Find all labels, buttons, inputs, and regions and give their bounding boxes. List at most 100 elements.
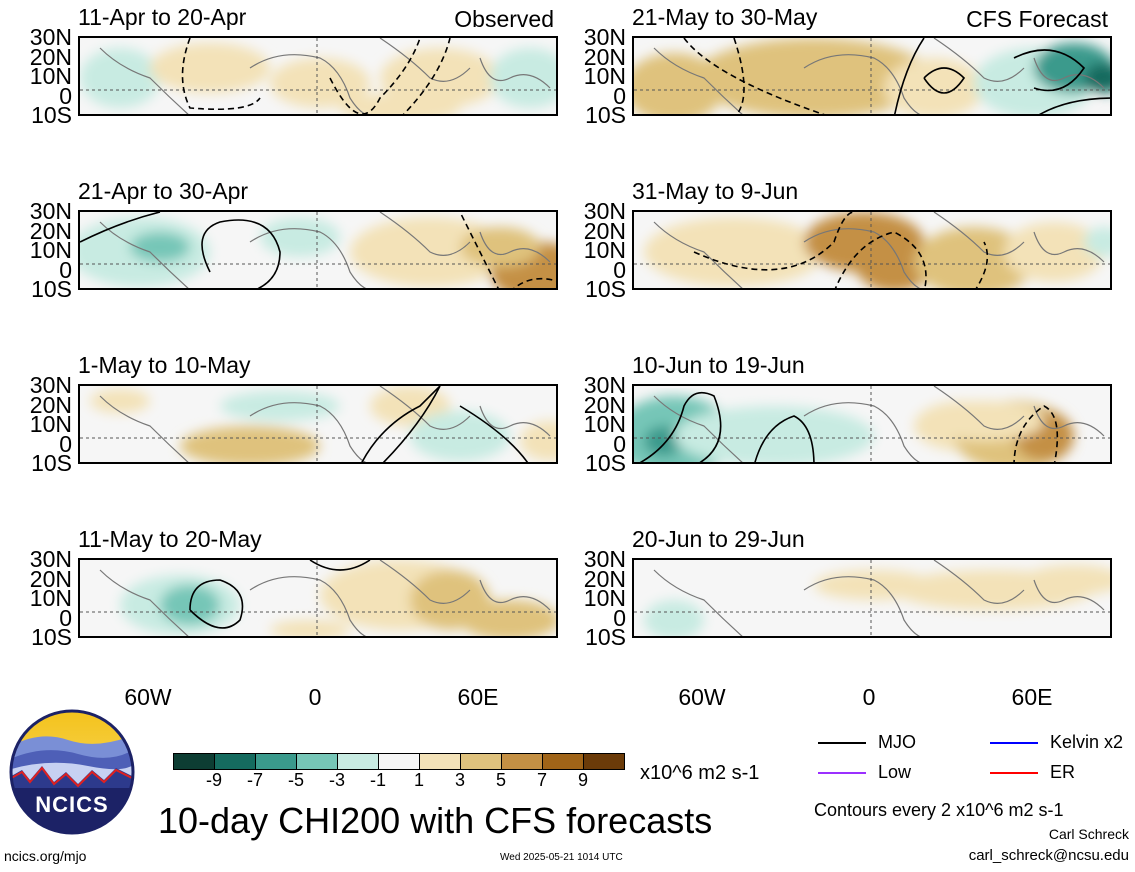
latitude-label: 20N xyxy=(29,217,72,244)
panel-title: 1-May to 10-May xyxy=(78,352,251,378)
website-link[interactable]: ncics.org/mjo xyxy=(4,848,87,864)
map-panel xyxy=(632,36,1112,116)
legend-line-swatch xyxy=(818,742,866,744)
panel-source-tag: Observed xyxy=(454,6,554,32)
shading-region xyxy=(270,58,370,108)
map-panel xyxy=(632,384,1112,464)
shading-region xyxy=(410,411,510,461)
shading-region xyxy=(694,38,934,114)
panel-title: 31-May to 9-Jun xyxy=(632,178,799,204)
coastline xyxy=(99,38,551,114)
mjo-contour xyxy=(329,38,421,114)
shading-region xyxy=(644,600,704,636)
mjo-contour xyxy=(309,560,371,571)
shading-region xyxy=(460,227,540,267)
shading-region xyxy=(460,600,556,636)
mjo-contour xyxy=(80,212,161,243)
mjo-contour xyxy=(459,405,529,462)
colorbar-swatch xyxy=(460,753,502,770)
mjo-contour xyxy=(733,38,745,114)
map-field xyxy=(634,560,1110,636)
coastline xyxy=(99,212,551,288)
colorbar-swatch xyxy=(337,753,379,770)
colorbar-swatch xyxy=(378,753,420,770)
mjo-contour xyxy=(683,38,825,114)
mjo-contour xyxy=(189,579,244,629)
latitude-label: 10S xyxy=(585,450,626,476)
map-field xyxy=(634,212,1110,288)
shading-region xyxy=(260,217,340,257)
mjo-contour xyxy=(382,386,441,462)
map-field xyxy=(634,38,1110,114)
map-panel xyxy=(632,558,1112,638)
mjo-contour xyxy=(459,212,499,288)
latitude-label: 10N xyxy=(29,585,72,611)
shading-region xyxy=(270,620,350,636)
shading-region xyxy=(180,426,320,462)
colorbar-tick-label: -5 xyxy=(287,770,304,790)
shading-region xyxy=(490,48,556,108)
mjo-contour xyxy=(201,219,281,288)
latitude-label: 10N xyxy=(29,63,72,89)
latitude-label: 20N xyxy=(583,217,626,244)
shading-region xyxy=(90,389,150,413)
longitude-label: 60E xyxy=(457,684,499,710)
main-title: 10-day CHI200 with CFS forecasts xyxy=(158,800,713,841)
mjo-contour xyxy=(975,241,989,288)
map-field xyxy=(80,38,556,114)
ncics-logo: NCICS xyxy=(8,708,136,836)
shading-region xyxy=(220,391,340,421)
colorbar-tick-label: -7 xyxy=(246,770,263,790)
legend-line-swatch xyxy=(818,772,866,774)
panel-source-tag: CFS Forecast xyxy=(966,6,1108,32)
shading-region xyxy=(674,406,874,462)
legend-line-swatch xyxy=(990,772,1038,774)
map-panel xyxy=(78,36,558,116)
latitude-label: 10N xyxy=(583,63,626,89)
legend-label: Kelvin x2 xyxy=(1050,732,1124,752)
mjo-contour xyxy=(894,38,925,114)
panel-title: 21-May to 30-May xyxy=(632,4,818,30)
shading-region xyxy=(150,43,270,93)
latitude-label: 0 xyxy=(613,256,626,283)
panel-title: 11-May to 20-May xyxy=(78,526,262,552)
shading-region xyxy=(80,48,160,108)
shading-region xyxy=(520,421,556,461)
map-field xyxy=(80,212,556,288)
mjo-contour xyxy=(754,415,815,462)
colorbar-tick-label: 7 xyxy=(536,770,547,790)
longitude-label: 0 xyxy=(862,684,876,710)
colorbar-tick-label: -1 xyxy=(369,770,386,790)
latitude-label: 10S xyxy=(31,624,72,650)
mjo-contour xyxy=(1038,97,1110,114)
shading-region xyxy=(380,48,500,108)
shading-region xyxy=(1084,63,1110,93)
colorbar-swatch xyxy=(501,753,543,770)
colorbar-swatch xyxy=(296,753,338,770)
longitude-label: 0 xyxy=(308,684,322,710)
latitude-label: 10N xyxy=(29,411,72,437)
latitude-label: 10S xyxy=(585,102,626,128)
latitude-label: 10S xyxy=(31,102,72,128)
latitude-label: 10S xyxy=(31,450,72,476)
latitude-label: 30N xyxy=(583,24,626,50)
longitude-label: 60W xyxy=(678,684,726,710)
latitude-label: 30N xyxy=(583,546,626,572)
latitude-label: 10S xyxy=(585,276,626,302)
latitude-label: 0 xyxy=(59,430,72,457)
latitude-label: 20N xyxy=(583,43,626,70)
colorbar-swatch xyxy=(583,753,625,770)
map-field xyxy=(634,386,1110,462)
latitude-label: 0 xyxy=(613,430,626,457)
colorbar-tick-label: 1 xyxy=(413,770,424,790)
mjo-contour xyxy=(639,391,722,462)
latitude-label: 30N xyxy=(29,372,72,398)
longitude-label: 60W xyxy=(124,684,172,710)
mjo-contour xyxy=(181,38,261,111)
mjo-contour xyxy=(1013,49,1086,92)
colorbar-swatch xyxy=(255,753,297,770)
latitude-label: 0 xyxy=(613,82,626,109)
logo-text: NCICS xyxy=(35,792,109,817)
shading-region xyxy=(644,217,824,287)
colorbar-swatch xyxy=(173,753,215,770)
